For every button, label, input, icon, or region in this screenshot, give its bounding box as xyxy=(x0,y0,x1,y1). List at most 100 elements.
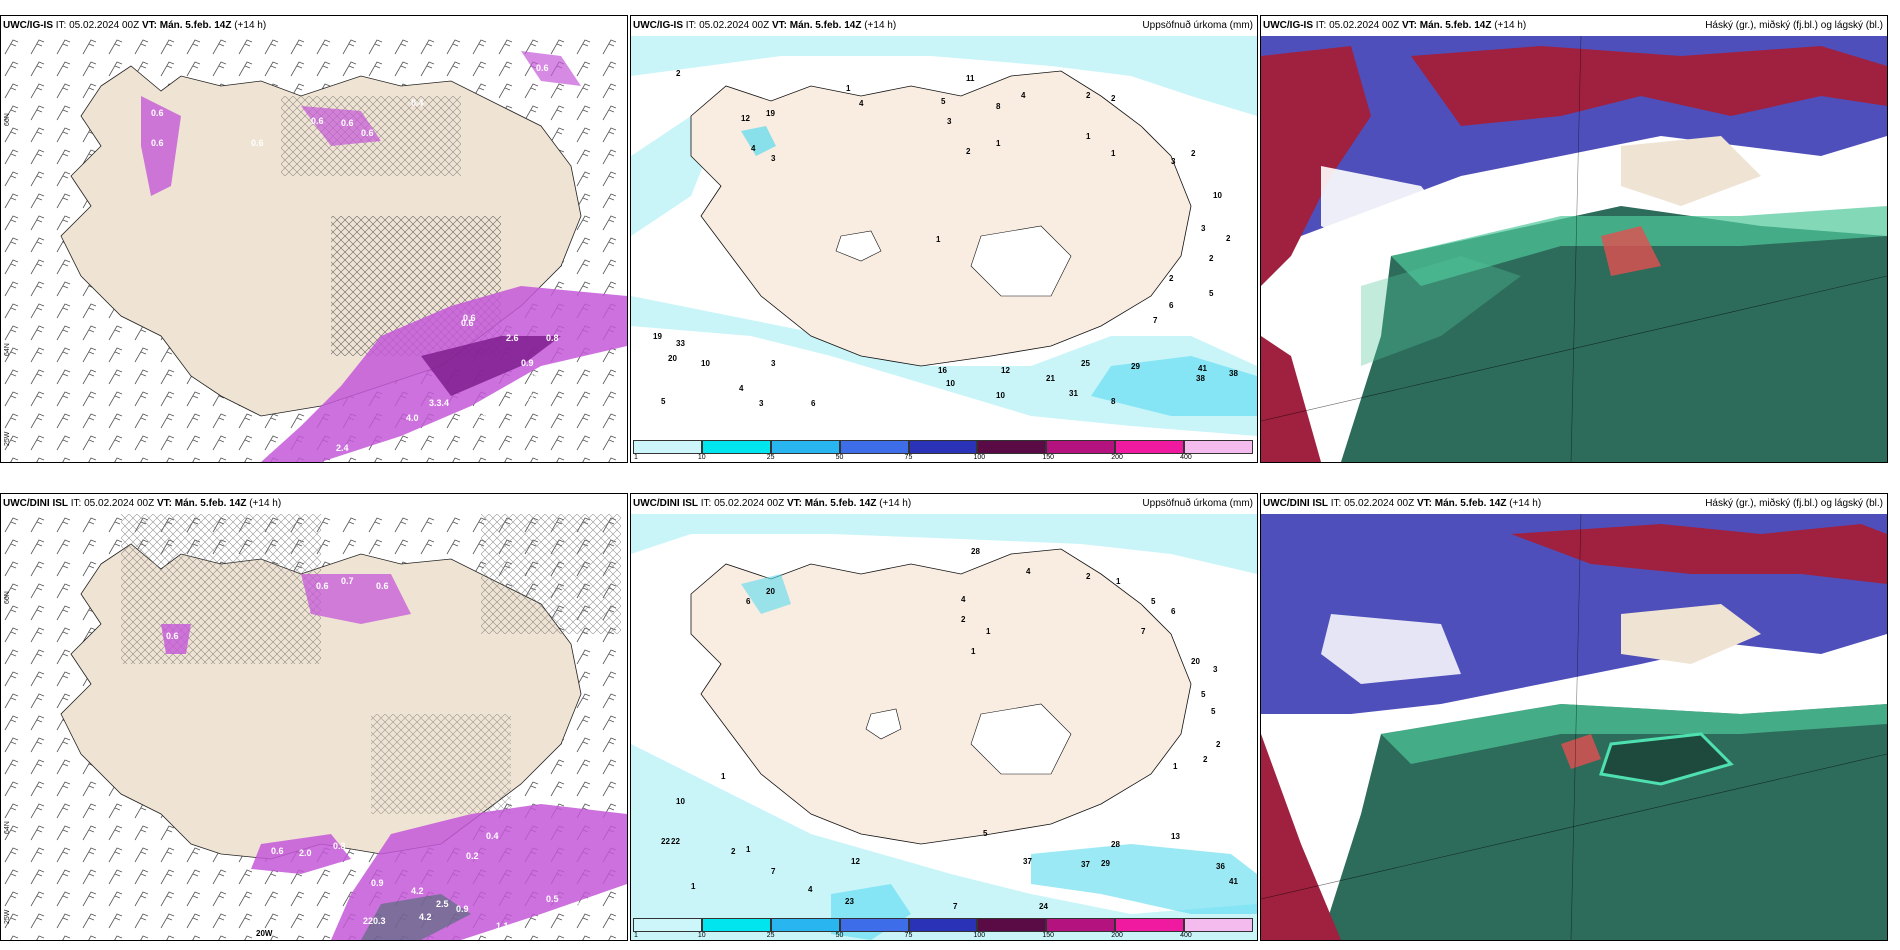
svg-text:4: 4 xyxy=(808,885,813,894)
svg-text:0.6: 0.6 xyxy=(166,631,179,641)
svg-text:2.4: 2.4 xyxy=(336,443,349,453)
svg-text:28: 28 xyxy=(1111,840,1120,849)
panel-header: UWC/IG-IS IT: 05.02.2024 00Z VT: Mán. 5.… xyxy=(1263,20,1527,31)
lon-label: 25W xyxy=(4,909,11,924)
panel-precip-top: UWC/IG-IS IT: 05.02.2024 00Z VT: Mán. 5.… xyxy=(630,15,1258,463)
colorbar-label: 10 xyxy=(697,932,706,939)
svg-text:10: 10 xyxy=(996,391,1005,400)
colorbar-swatch xyxy=(839,440,909,454)
svg-text:1: 1 xyxy=(1086,132,1091,141)
panel-header: UWC/IG-IS IT: 05.02.2024 00Z VT: Mán. 5.… xyxy=(633,20,897,31)
svg-text:4: 4 xyxy=(859,99,864,108)
svg-text:11: 11 xyxy=(966,74,975,83)
svg-text:24: 24 xyxy=(1039,902,1048,911)
svg-text:1: 1 xyxy=(996,139,1001,148)
svg-text:0.9: 0.9 xyxy=(531,371,544,381)
svg-text:6: 6 xyxy=(746,597,751,606)
svg-text:33: 33 xyxy=(676,339,685,348)
svg-text:41: 41 xyxy=(1198,364,1207,373)
colorbar-label: 200 xyxy=(1111,932,1123,939)
lon-label: 25W xyxy=(4,431,11,446)
svg-text:1: 1 xyxy=(691,882,696,891)
svg-text:3: 3 xyxy=(947,117,952,126)
colorbar-swatch xyxy=(770,440,840,454)
colorbar-label: 10 xyxy=(697,454,706,461)
svg-text:37: 37 xyxy=(1081,860,1090,869)
colorbar-label: 75 xyxy=(904,932,913,939)
svg-text:0.6: 0.6 xyxy=(151,138,164,148)
svg-text:3.3: 3.3 xyxy=(521,393,534,403)
colorbar-label: 150 xyxy=(1042,454,1055,461)
svg-text:0.3: 0.3 xyxy=(333,841,346,851)
svg-text:13: 13 xyxy=(1171,832,1180,841)
lat-label: 64N xyxy=(4,343,11,356)
svg-text:19: 19 xyxy=(766,109,775,118)
svg-text:6: 6 xyxy=(1169,301,1174,310)
svg-text:20: 20 xyxy=(668,354,677,363)
panel-title: Háský (gr.), miðský (fj.bl.) og lágský (… xyxy=(1705,498,1883,509)
colorbar-label: 75 xyxy=(904,454,913,461)
panel-title: Uppsöfnuð úrkoma (mm) xyxy=(1142,498,1253,509)
svg-text:4: 4 xyxy=(961,595,966,604)
svg-text:3.7: 3.7 xyxy=(594,396,607,406)
svg-text:0.5: 0.5 xyxy=(546,894,559,904)
svg-text:7: 7 xyxy=(1153,316,1158,325)
svg-text:10: 10 xyxy=(701,359,710,368)
colorbar-swatch xyxy=(633,440,702,454)
panel-precip-bottom: UWC/DINI ISL IT: 05.02.2024 00Z VT: Mán.… xyxy=(630,493,1258,941)
svg-text:2: 2 xyxy=(1209,254,1214,263)
svg-text:6: 6 xyxy=(811,399,816,408)
svg-text:4: 4 xyxy=(1026,567,1031,576)
lat-label: 66N xyxy=(4,591,11,604)
svg-text:10: 10 xyxy=(676,797,685,806)
svg-text:0.4: 0.4 xyxy=(486,831,499,841)
svg-text:2: 2 xyxy=(1216,740,1221,749)
svg-text:0.6: 0.6 xyxy=(311,116,324,126)
svg-text:10: 10 xyxy=(1213,191,1222,200)
colorbar-swatch xyxy=(839,918,909,932)
colorbar-label: 150 xyxy=(1042,932,1055,939)
svg-text:5: 5 xyxy=(661,397,666,406)
svg-text:3: 3 xyxy=(771,154,776,163)
svg-text:4: 4 xyxy=(739,384,744,393)
svg-text:1: 1 xyxy=(746,845,751,854)
colorbar-label: 1 xyxy=(634,932,638,939)
wind-precip-map: 0.6 0.7 0.6 0.6 0.6 2.0 0.3 0.4 0.2 0.9 … xyxy=(1,514,627,940)
svg-text:0.6: 0.6 xyxy=(251,138,264,148)
svg-text:3: 3 xyxy=(1213,665,1218,674)
svg-text:0.4: 0.4 xyxy=(411,98,424,108)
svg-text:0.9: 0.9 xyxy=(456,904,469,914)
colorbar-swatch xyxy=(1046,918,1116,932)
svg-text:10: 10 xyxy=(946,379,955,388)
colorbar-label: 1 xyxy=(634,454,638,461)
colorbar-swatch xyxy=(1184,918,1253,932)
svg-text:38: 38 xyxy=(1196,374,1205,383)
panel-title: Háský (gr.), miðský (fj.bl.) og lágský (… xyxy=(1705,20,1883,31)
svg-text:1.1: 1.1 xyxy=(496,921,509,931)
svg-text:2: 2 xyxy=(1086,91,1091,100)
panel-header: UWC/DINI ISL IT: 05.02.2024 00Z VT: Mán.… xyxy=(3,498,282,509)
svg-text:1: 1 xyxy=(1111,149,1116,158)
colorbar-swatch xyxy=(1115,918,1185,932)
svg-text:41: 41 xyxy=(1229,877,1238,886)
panel-title: Uppsöfnuð úrkoma (mm) xyxy=(1142,20,1253,31)
svg-text:4.0: 4.0 xyxy=(406,413,419,423)
colorbar-label: 25 xyxy=(766,454,775,461)
svg-text:38: 38 xyxy=(1229,369,1238,378)
svg-text:0.6: 0.6 xyxy=(341,118,354,128)
svg-text:0.6: 0.6 xyxy=(463,313,476,323)
svg-text:4: 4 xyxy=(1021,91,1026,100)
svg-text:22: 22 xyxy=(661,837,670,846)
svg-text:2: 2 xyxy=(1191,149,1196,158)
svg-text:4: 4 xyxy=(751,144,756,153)
svg-text:2: 2 xyxy=(676,69,681,78)
svg-text:2: 2 xyxy=(1203,755,1208,764)
svg-text:3.3.4: 3.3.4 xyxy=(429,398,449,408)
svg-text:0.9: 0.9 xyxy=(371,878,384,888)
svg-text:8: 8 xyxy=(1111,397,1116,406)
svg-text:2: 2 xyxy=(731,847,736,856)
svg-text:2.0: 2.0 xyxy=(299,848,312,858)
svg-text:0.6: 0.6 xyxy=(536,63,549,73)
svg-text:31: 31 xyxy=(1069,389,1078,398)
svg-text:1: 1 xyxy=(1116,577,1121,586)
